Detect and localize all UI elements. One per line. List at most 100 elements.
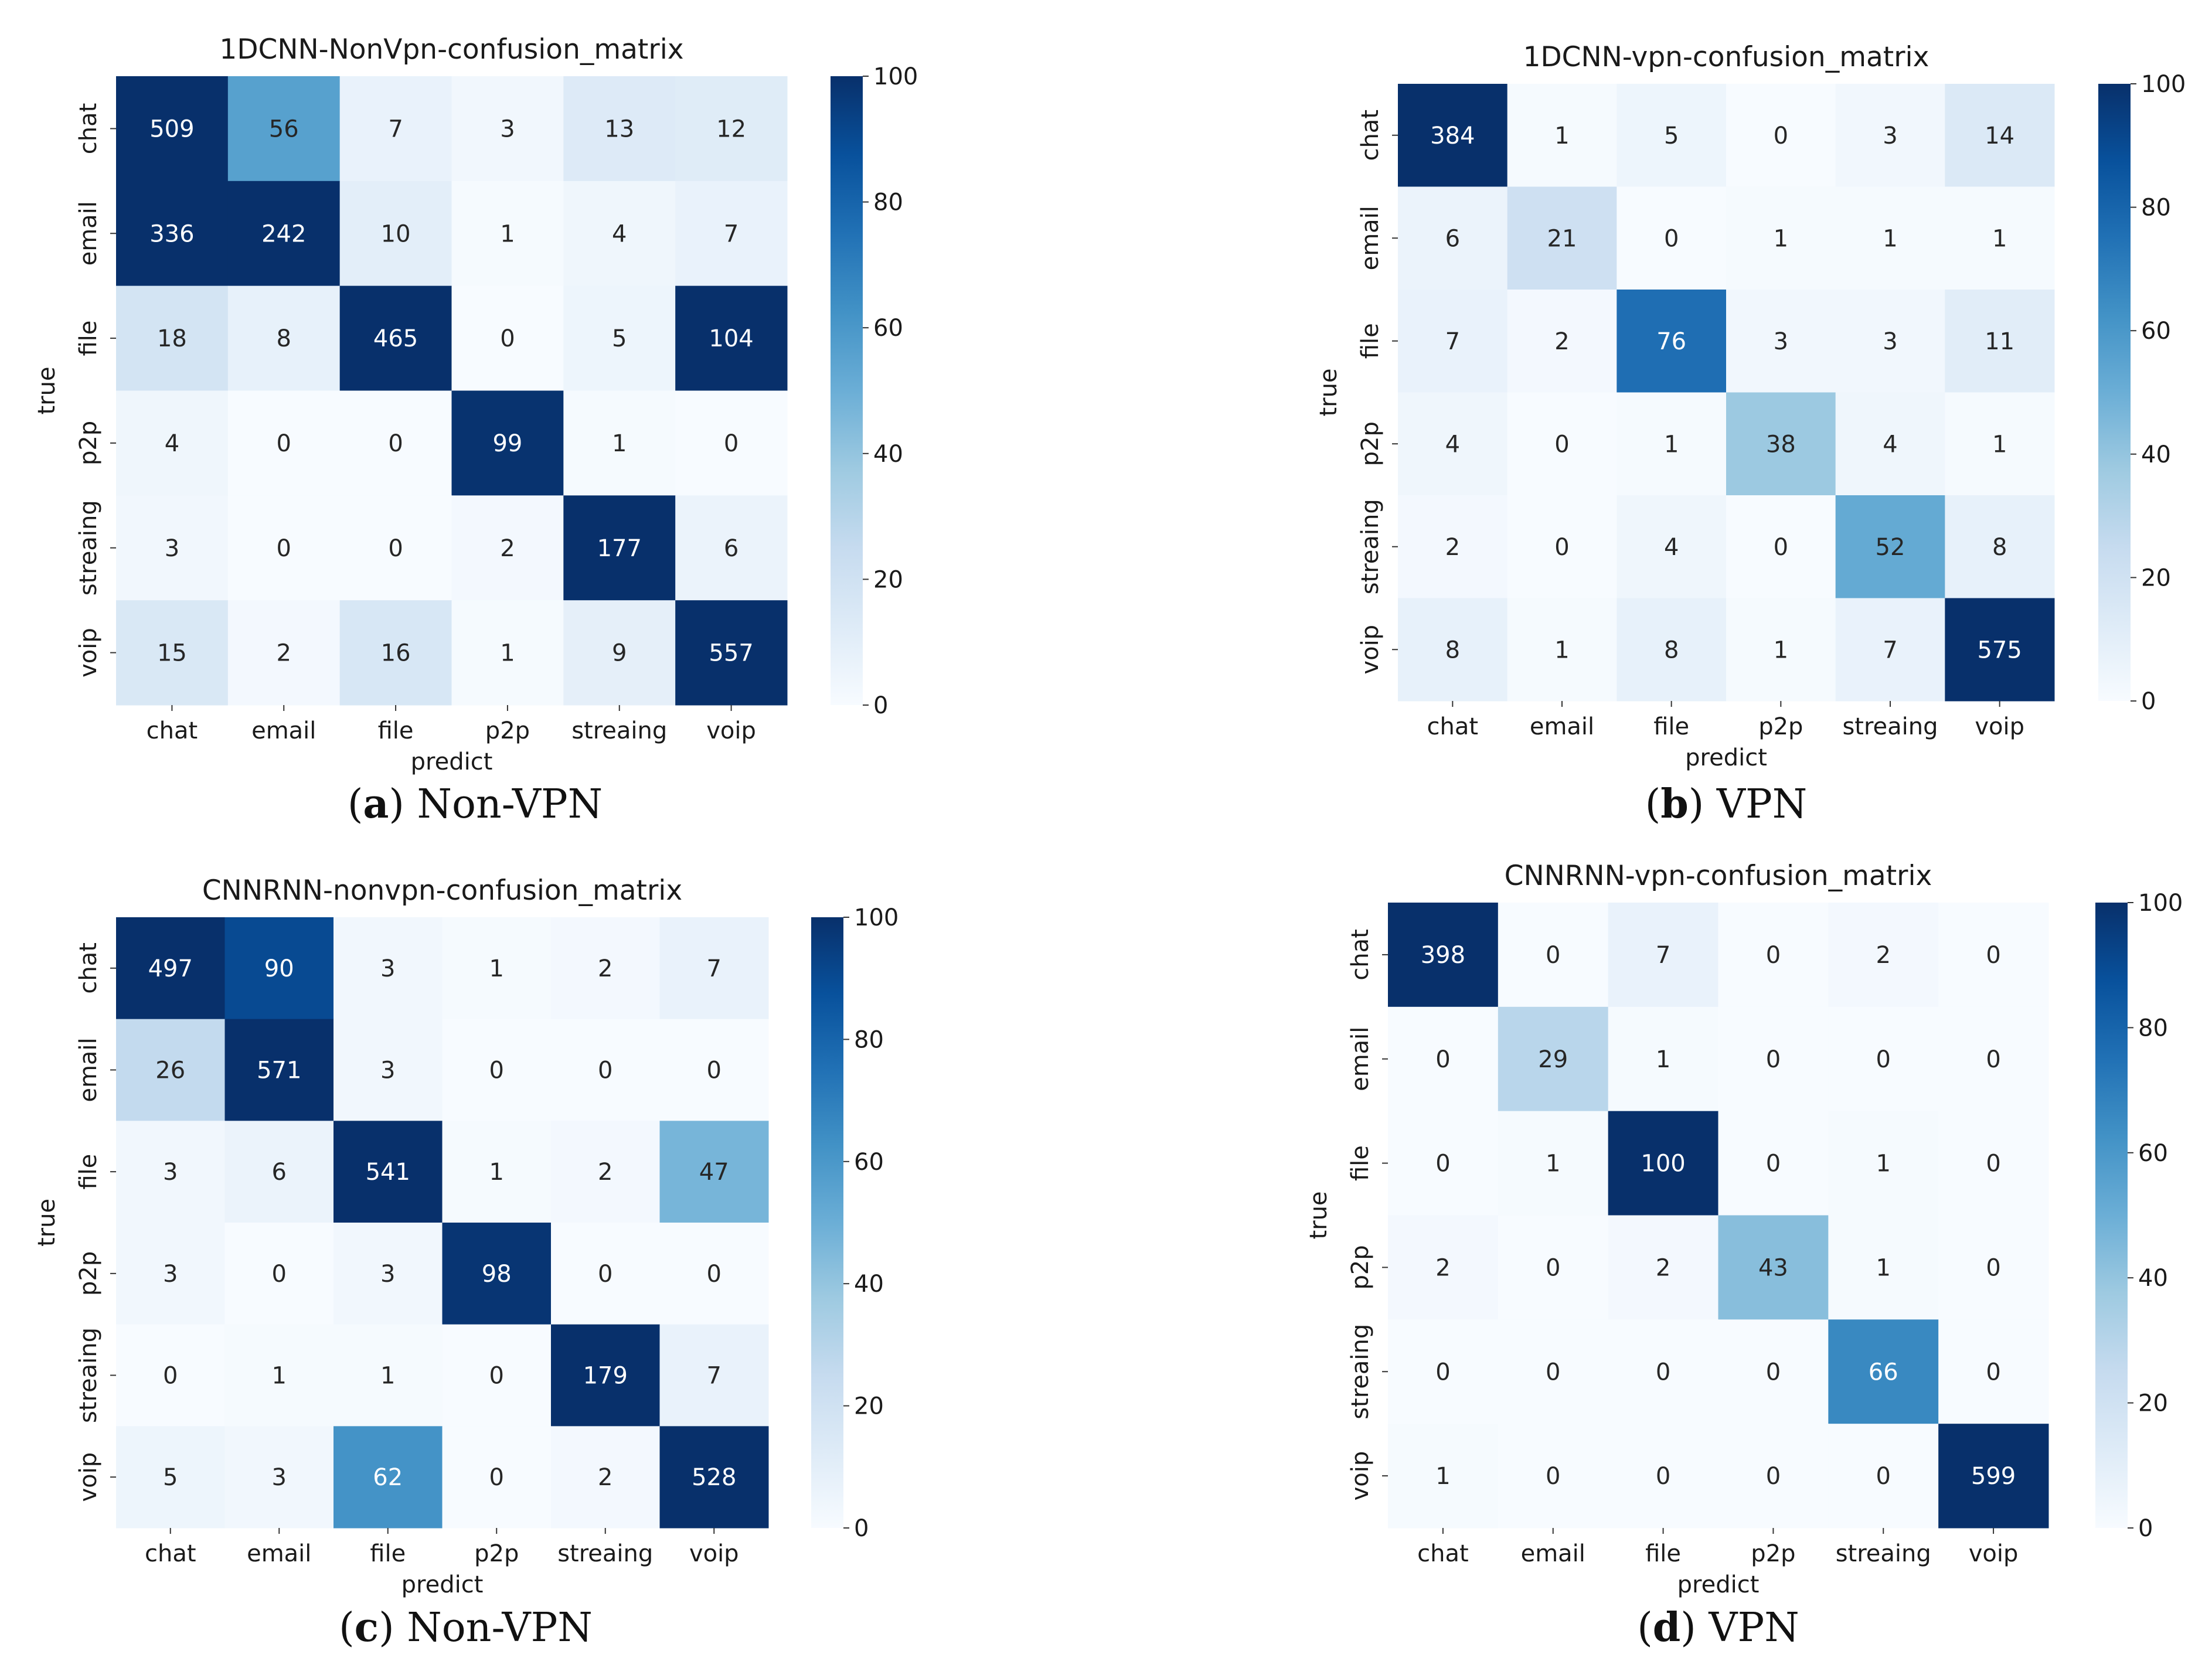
cell-value-label: 3 bbox=[1774, 328, 1788, 355]
heatmap-cell bbox=[1828, 1111, 1939, 1216]
cell-value-label: 52 bbox=[1876, 534, 1905, 561]
cell-value-label: 13 bbox=[604, 115, 634, 142]
cell-value-label: 7 bbox=[388, 115, 403, 142]
heatmap-cell bbox=[1608, 1319, 1718, 1424]
cell-value-label: 1 bbox=[1664, 431, 1679, 458]
heatmap-cell bbox=[442, 1426, 552, 1529]
heatmap-cell bbox=[1938, 1006, 2049, 1112]
heatmap-cell bbox=[551, 917, 660, 1020]
cell-value-label: 1 bbox=[1774, 637, 1788, 663]
cell-value-label: 0 bbox=[500, 325, 515, 352]
heatmap-cell bbox=[675, 181, 788, 287]
heatmap-cell bbox=[1945, 84, 2055, 187]
cell-value-label: 497 bbox=[148, 955, 193, 982]
heatmap-cell bbox=[1828, 1006, 1939, 1112]
heatmap-cell bbox=[1507, 84, 1617, 187]
heatmap-cell bbox=[1726, 495, 1836, 598]
cell-value-label: 2 bbox=[500, 535, 515, 562]
heatmap-cell bbox=[1398, 186, 1508, 290]
heatmap-cell bbox=[227, 495, 341, 601]
y-tick-label: chat bbox=[75, 103, 102, 155]
heatmap-cell bbox=[1617, 495, 1727, 598]
heatmap-cell bbox=[442, 1121, 552, 1223]
heatmap-cell bbox=[563, 181, 676, 287]
cell-value-label: 0 bbox=[489, 1363, 504, 1390]
heatmap-cell bbox=[333, 1019, 443, 1121]
cell-value-label: 4 bbox=[1445, 431, 1460, 458]
cell-value-label: 9 bbox=[612, 640, 627, 667]
cell-value-label: 0 bbox=[1774, 534, 1788, 561]
heatmap-cell bbox=[1498, 903, 1609, 1008]
heatmap-cell bbox=[1718, 1111, 1829, 1216]
cell-value-label: 1 bbox=[489, 955, 504, 982]
cell-value-label: 4 bbox=[1664, 534, 1679, 561]
heatmap-cell bbox=[1945, 495, 2055, 598]
y-tick-label: streaing bbox=[75, 500, 102, 595]
x-tick-label: voip bbox=[689, 1540, 739, 1567]
heatmap-cell bbox=[116, 600, 229, 706]
cell-value-label: 0 bbox=[1546, 1359, 1560, 1386]
x-tick-label: chat bbox=[145, 1540, 196, 1567]
cell-value-label: 56 bbox=[269, 115, 299, 142]
heatmap-cell bbox=[1507, 392, 1617, 496]
cell-value-label: 2 bbox=[598, 1159, 612, 1186]
cell-value-label: 0 bbox=[277, 430, 291, 457]
cell-value-label: 0 bbox=[598, 1261, 612, 1288]
cell-value-label: 557 bbox=[709, 640, 753, 667]
cell-value-label: 0 bbox=[1766, 1359, 1781, 1386]
heatmap-cell bbox=[1938, 1424, 2049, 1529]
y-axis-label: true bbox=[1315, 368, 1342, 416]
heatmap-cell bbox=[116, 1223, 225, 1325]
heatmap-cell bbox=[1507, 495, 1617, 598]
cell-value-label: 3 bbox=[500, 115, 515, 142]
x-axis-label: predict bbox=[401, 1571, 484, 1598]
cell-value-label: 0 bbox=[388, 535, 403, 562]
heatmap-cell bbox=[1938, 1215, 2049, 1320]
heatmap-cell bbox=[333, 917, 443, 1020]
cell-value-label: 0 bbox=[1554, 534, 1569, 561]
cell-value-label: 6 bbox=[1445, 225, 1460, 252]
heatmap-cell bbox=[1617, 84, 1727, 187]
cell-value-label: 2 bbox=[1435, 1254, 1450, 1281]
colorbar-tick-label: 60 bbox=[2141, 318, 2171, 345]
colorbar-tick-label: 60 bbox=[873, 315, 903, 342]
heatmap-cell bbox=[333, 1223, 443, 1325]
cell-value-label: 26 bbox=[155, 1057, 185, 1084]
heatmap-cell bbox=[1835, 392, 1945, 496]
cell-value-label: 66 bbox=[1869, 1359, 1898, 1386]
cell-value-label: 0 bbox=[163, 1363, 178, 1390]
x-axis-label: predict bbox=[1685, 744, 1767, 771]
heatmap-cell bbox=[333, 1121, 443, 1223]
cell-value-label: 0 bbox=[1986, 1254, 2000, 1281]
heatmap-cell bbox=[1945, 392, 2055, 496]
cell-value-label: 1 bbox=[612, 430, 627, 457]
chart-title: CNNRNN-nonvpn-confusion_matrix bbox=[202, 874, 682, 907]
y-tick-label: email bbox=[1347, 1027, 1374, 1091]
cell-value-label: 0 bbox=[1656, 1359, 1670, 1386]
heatmap-cell bbox=[1388, 1319, 1499, 1424]
heatmap-cell bbox=[1726, 84, 1836, 187]
x-tick-label: email bbox=[1530, 713, 1594, 740]
cell-value-label: 3 bbox=[380, 955, 395, 982]
cell-value-label: 7 bbox=[1656, 942, 1670, 969]
x-tick-label: email bbox=[251, 717, 316, 744]
colorbar-tick-label: 100 bbox=[854, 904, 899, 931]
cell-value-label: 8 bbox=[1992, 534, 2007, 561]
heatmap-cell bbox=[1726, 290, 1836, 393]
colorbar bbox=[811, 917, 843, 1528]
heatmap-cell bbox=[1945, 598, 2055, 702]
panel-caption: (d) VPN bbox=[1637, 1604, 1799, 1651]
cell-value-label: 5 bbox=[612, 325, 627, 352]
heatmap-cell bbox=[1398, 495, 1508, 598]
colorbar-tick-label: 40 bbox=[873, 441, 903, 468]
heatmap-cell bbox=[1617, 392, 1727, 496]
cell-value-label: 100 bbox=[1641, 1151, 1685, 1177]
y-axis-label: true bbox=[33, 1199, 60, 1247]
heatmap-cell bbox=[659, 1223, 769, 1325]
y-tick-label: chat bbox=[1347, 929, 1374, 981]
cell-value-label: 0 bbox=[1664, 225, 1679, 252]
heatmap-cell bbox=[1835, 84, 1945, 187]
x-tick-label: p2p bbox=[1751, 1540, 1795, 1567]
y-tick-label: p2p bbox=[75, 421, 102, 465]
x-tick-label: streaing bbox=[1836, 1540, 1931, 1567]
